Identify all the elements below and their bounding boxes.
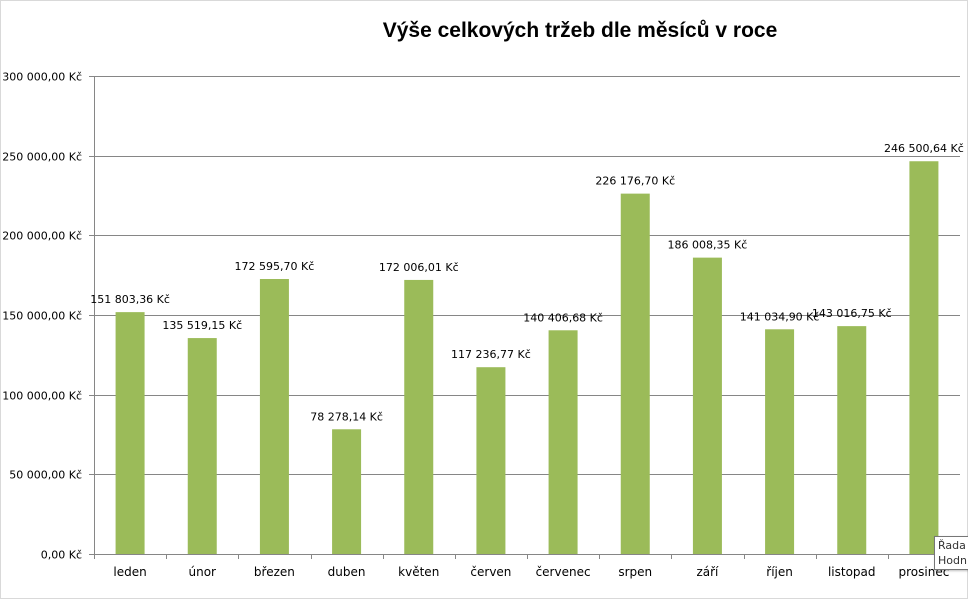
tooltip-line-series: Řada bbox=[938, 539, 966, 552]
y-tick-label: 100 000,00 Kč bbox=[2, 390, 82, 403]
chart-title: Výše celkových tržeb dle měsíců v roce bbox=[382, 19, 778, 42]
x-tick-label: srpen bbox=[618, 565, 652, 579]
data-label: 172 006,01 Kč bbox=[379, 261, 459, 274]
tooltip-line-value: Hodn bbox=[938, 554, 967, 567]
y-tick-label: 50 000,00 Kč bbox=[9, 469, 82, 482]
data-label: 140 406,68 Kč bbox=[523, 311, 603, 324]
data-label: 151 803,36 Kč bbox=[90, 293, 170, 306]
data-label: 246 500,64 Kč bbox=[884, 142, 964, 155]
data-label: 226 176,70 Kč bbox=[595, 175, 675, 188]
bar-prosinec bbox=[909, 161, 939, 554]
x-tick-label: duben bbox=[328, 565, 366, 579]
x-tick-label: říjen bbox=[766, 565, 793, 579]
data-tooltip: Řada Hodn bbox=[934, 536, 968, 570]
y-tick-label: 0,00 Kč bbox=[41, 549, 82, 562]
x-tick-label: září bbox=[696, 565, 719, 579]
bar-červenec bbox=[548, 330, 578, 554]
bar-říjen bbox=[765, 329, 795, 554]
x-tick-label: únor bbox=[189, 565, 217, 579]
y-tick-label: 250 000,00 Kč bbox=[2, 151, 82, 164]
bar-listopad bbox=[837, 326, 867, 554]
data-label: 135 519,15 Kč bbox=[162, 319, 242, 332]
x-tick-label: květen bbox=[398, 565, 439, 579]
bar-duben bbox=[332, 429, 362, 554]
x-tick-label: listopad bbox=[828, 565, 876, 579]
data-label: 141 034,90 Kč bbox=[740, 310, 820, 323]
bar-březen bbox=[259, 278, 289, 554]
bar-leden bbox=[115, 312, 145, 554]
bar-květen bbox=[404, 279, 434, 554]
bar-září bbox=[692, 257, 722, 554]
data-label: 186 008,35 Kč bbox=[668, 239, 748, 252]
y-tick-label: 300 000,00 Kč bbox=[2, 71, 82, 84]
bar-srpen bbox=[620, 193, 650, 554]
data-label: 172 595,70 Kč bbox=[235, 260, 315, 273]
y-tick-label: 150 000,00 Kč bbox=[2, 310, 82, 323]
bar-únor bbox=[187, 338, 217, 554]
x-tick-label: červen bbox=[470, 565, 511, 579]
bar-červen bbox=[476, 367, 506, 554]
data-label: 117 236,77 Kč bbox=[451, 348, 531, 361]
data-label: 78 278,14 Kč bbox=[310, 410, 383, 423]
data-label: 143 016,75 Kč bbox=[812, 307, 892, 320]
y-tick-label: 200 000,00 Kč bbox=[2, 230, 82, 243]
x-tick-label: červenec bbox=[536, 565, 591, 579]
x-tick-label: březen bbox=[254, 565, 295, 579]
x-tick-label: leden bbox=[113, 565, 146, 579]
